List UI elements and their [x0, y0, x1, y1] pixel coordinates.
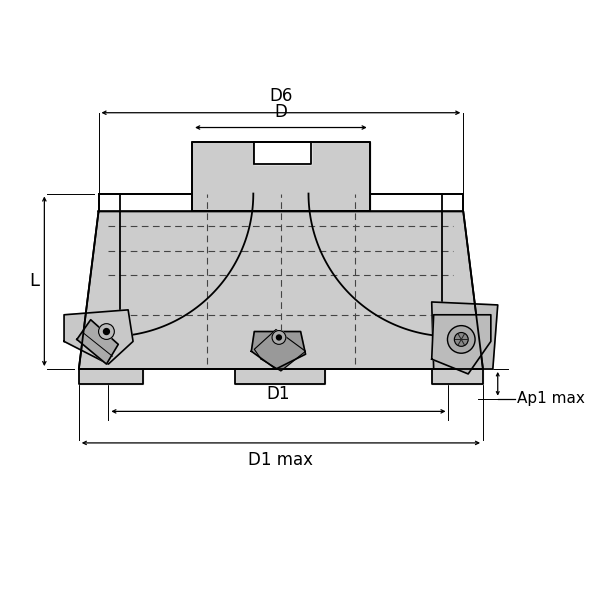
- Text: D1 max: D1 max: [248, 451, 313, 469]
- Text: D6: D6: [269, 87, 293, 105]
- Polygon shape: [251, 332, 305, 369]
- Text: D1: D1: [266, 385, 290, 403]
- Polygon shape: [254, 142, 311, 164]
- Polygon shape: [235, 369, 325, 384]
- Circle shape: [454, 332, 468, 346]
- Polygon shape: [79, 369, 143, 384]
- Polygon shape: [432, 302, 498, 369]
- Polygon shape: [254, 142, 311, 164]
- Polygon shape: [79, 211, 483, 369]
- Polygon shape: [64, 310, 133, 364]
- Polygon shape: [192, 142, 370, 211]
- Text: Ap1 max: Ap1 max: [517, 391, 586, 406]
- Circle shape: [448, 326, 475, 353]
- Polygon shape: [254, 329, 305, 371]
- Circle shape: [277, 335, 281, 340]
- Text: D: D: [274, 103, 287, 121]
- Polygon shape: [192, 142, 370, 211]
- Polygon shape: [77, 320, 118, 364]
- Circle shape: [103, 329, 109, 334]
- Circle shape: [272, 331, 286, 344]
- Polygon shape: [432, 369, 483, 384]
- Text: L: L: [29, 272, 40, 290]
- Circle shape: [98, 323, 115, 340]
- Polygon shape: [79, 211, 483, 369]
- Polygon shape: [432, 315, 491, 374]
